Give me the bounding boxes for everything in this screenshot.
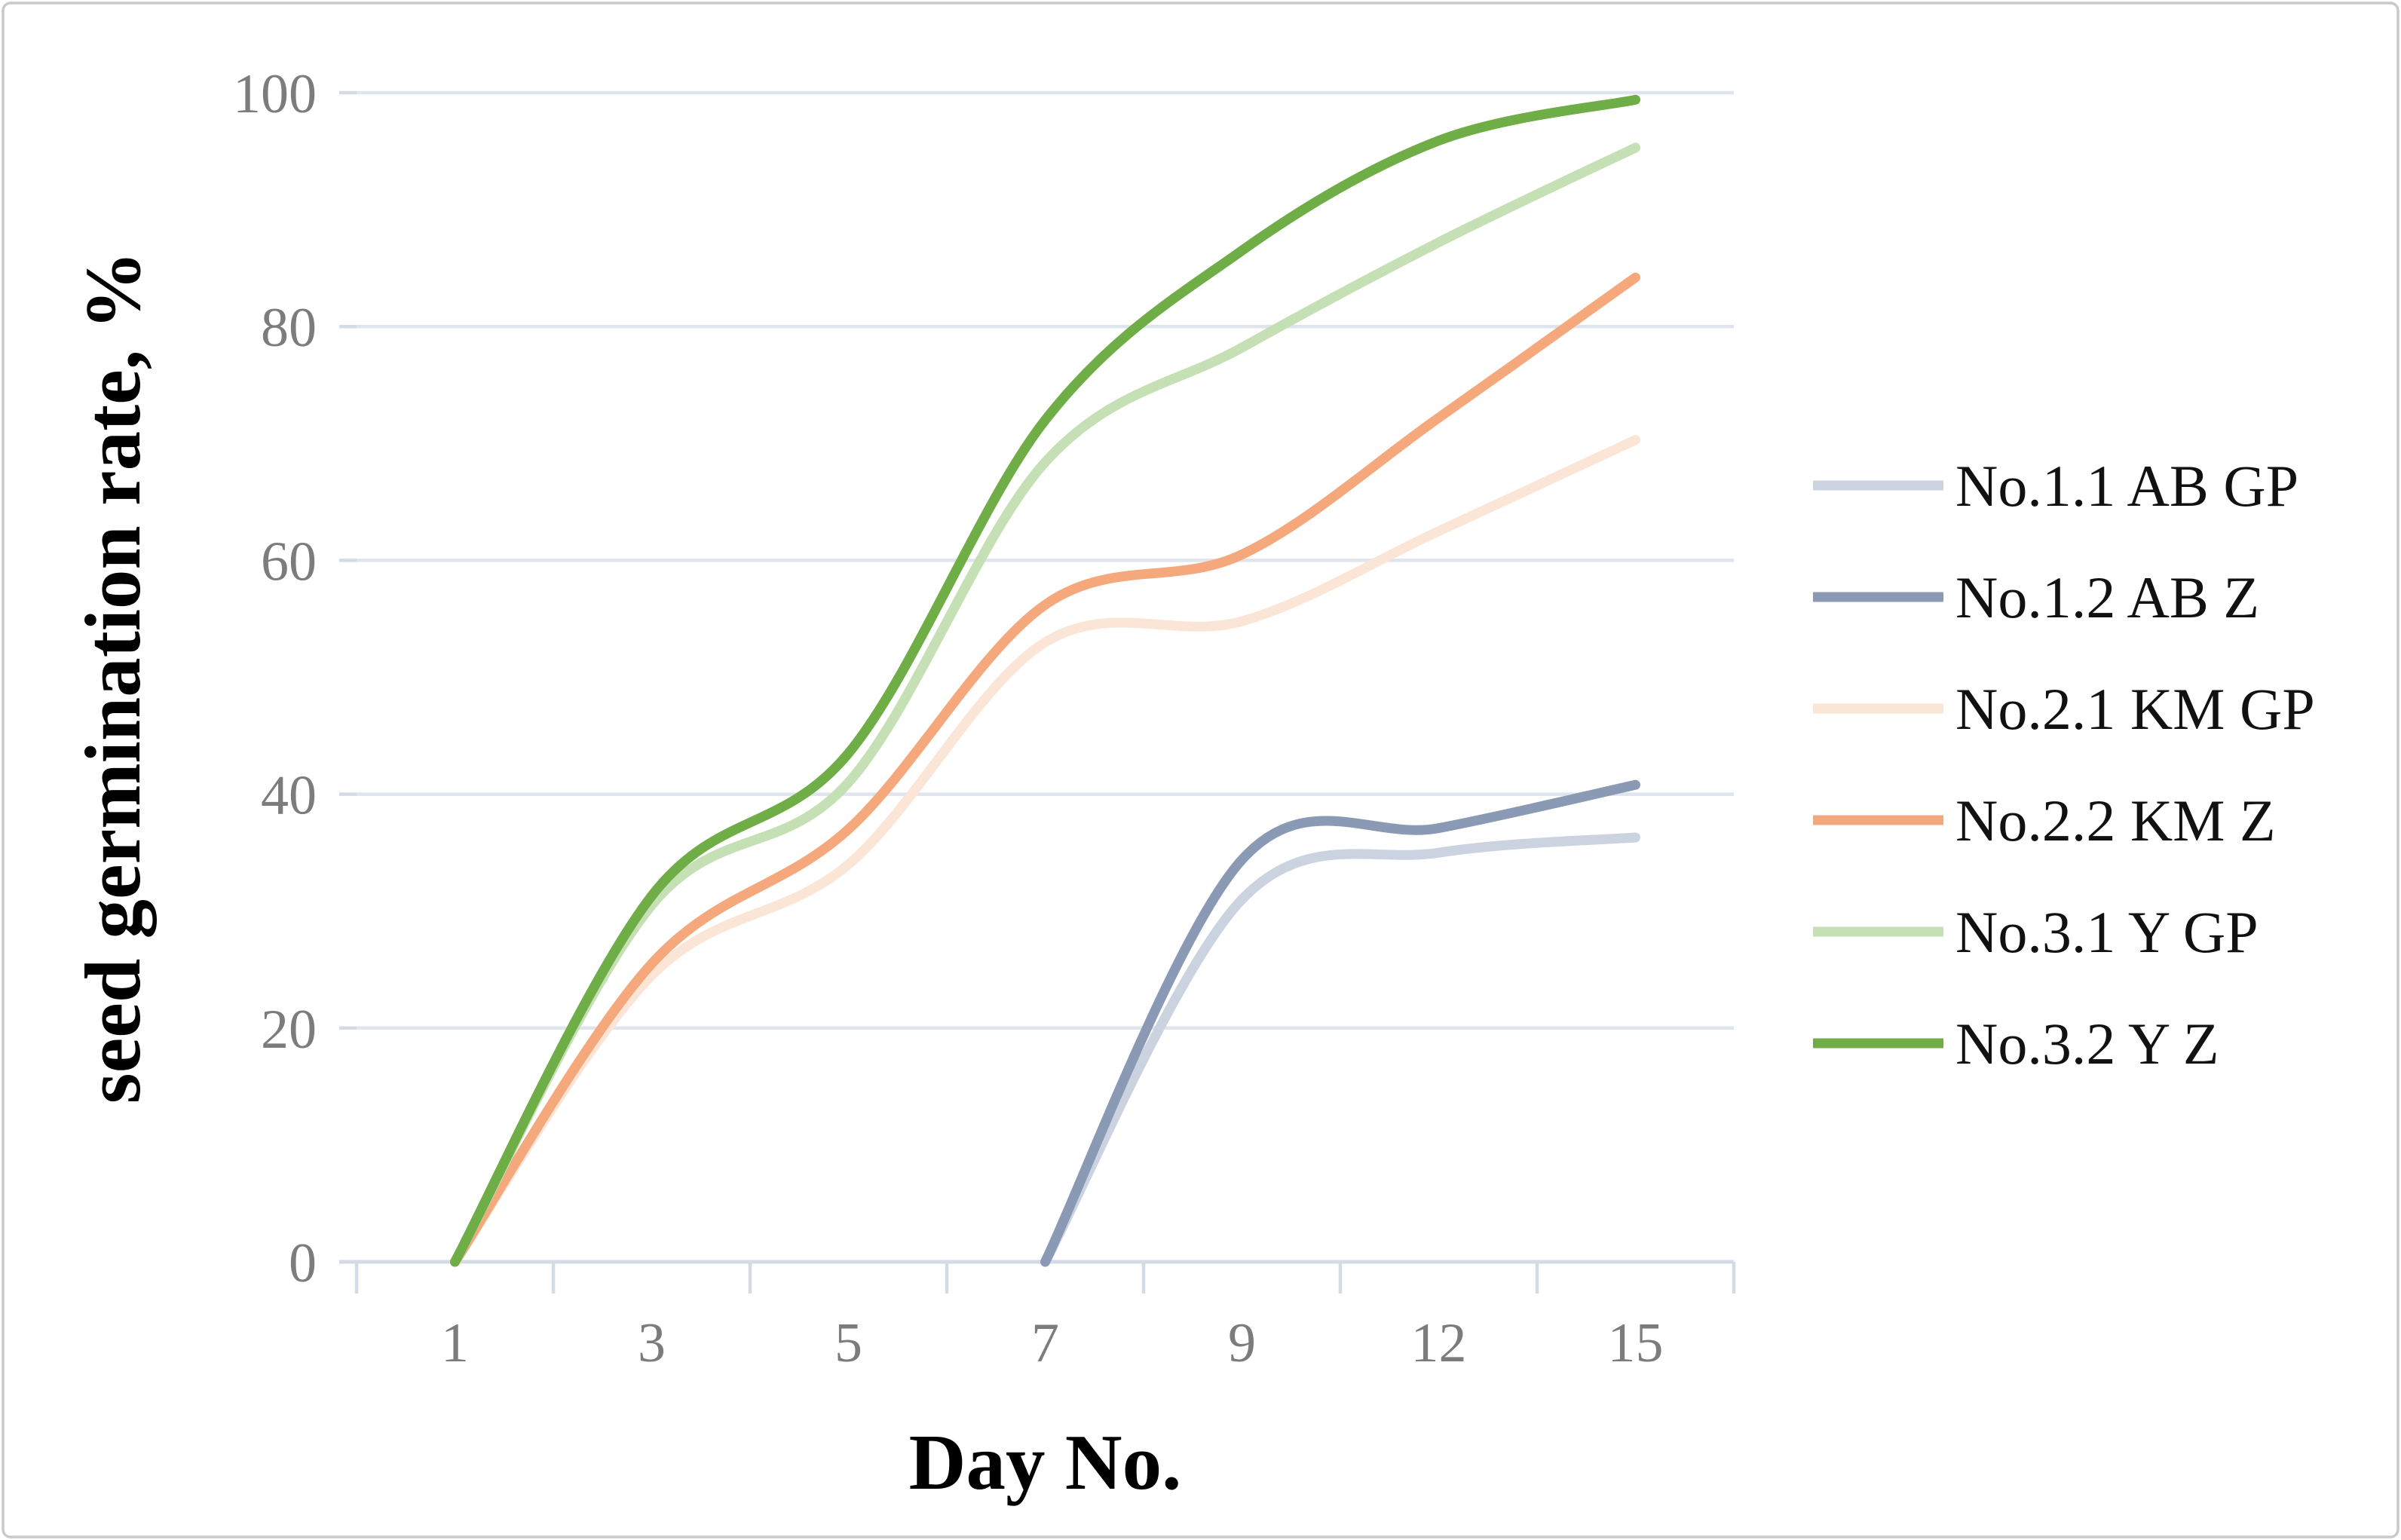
legend-label: No.1.2 AB Z (1955, 565, 2259, 630)
x-tick-label: 15 (1608, 1312, 1664, 1374)
series-line-no.3.2-y-z (450, 94, 1640, 1267)
legend-item: No.1.2 AB Z (1813, 565, 2259, 630)
y-tick-label: 60 (261, 531, 317, 592)
legend-item: No.2.2 KM Z (1813, 788, 2276, 853)
tick-labels: 0 20 40 60 80 100 1 3 5 7 9 12 15 (233, 63, 1664, 1374)
x-tick-label: 3 (638, 1312, 666, 1374)
series-line-no.1.2-ab-z (1040, 779, 1640, 1267)
legend-item: No.2.1 KM GP (1813, 676, 2315, 742)
legend-item: No.3.1 Y GP (1813, 899, 2259, 965)
x-tick-label: 9 (1228, 1312, 1256, 1374)
x-tick-label: 7 (1031, 1312, 1059, 1374)
x-tick-label: 5 (835, 1312, 862, 1374)
legend-label: No.3.2 Y Z (1955, 1011, 2219, 1076)
gridlines (357, 90, 1734, 1030)
series-line-no.2.2-km-z (450, 272, 1640, 1267)
y-tick-label: 20 (261, 999, 317, 1061)
legend-label: No.2.2 KM Z (1955, 788, 2276, 853)
legend-label: No.1.1 AB GP (1955, 453, 2298, 519)
series-lines (450, 94, 1640, 1267)
axes (339, 90, 1736, 1294)
y-tick-label: 80 (261, 297, 317, 359)
x-axis-title: Day No. (909, 1418, 1182, 1506)
y-tick-label: 40 (261, 765, 317, 827)
y-tick-label: 0 (289, 1232, 317, 1294)
x-tick-label: 1 (441, 1312, 469, 1374)
y-axis-title: seed germination rate, % (69, 251, 157, 1104)
legend-label: No.2.1 KM GP (1955, 676, 2315, 742)
series-line-no.1.1-ab-gp (1040, 832, 1640, 1267)
series-line-no.2.1-km-gp (450, 435, 1640, 1267)
legend: No.1.1 AB GP No.1.2 AB Z No.2.1 KM GP No.2.… (1813, 453, 2315, 1076)
x-tick-label: 12 (1411, 1312, 1467, 1374)
legend-label: No.3.1 Y GP (1955, 899, 2259, 965)
y-tick-label: 100 (233, 63, 317, 125)
legend-item: No.1.1 AB GP (1813, 453, 2298, 519)
legend-item: No.3.2 Y Z (1813, 1011, 2219, 1076)
